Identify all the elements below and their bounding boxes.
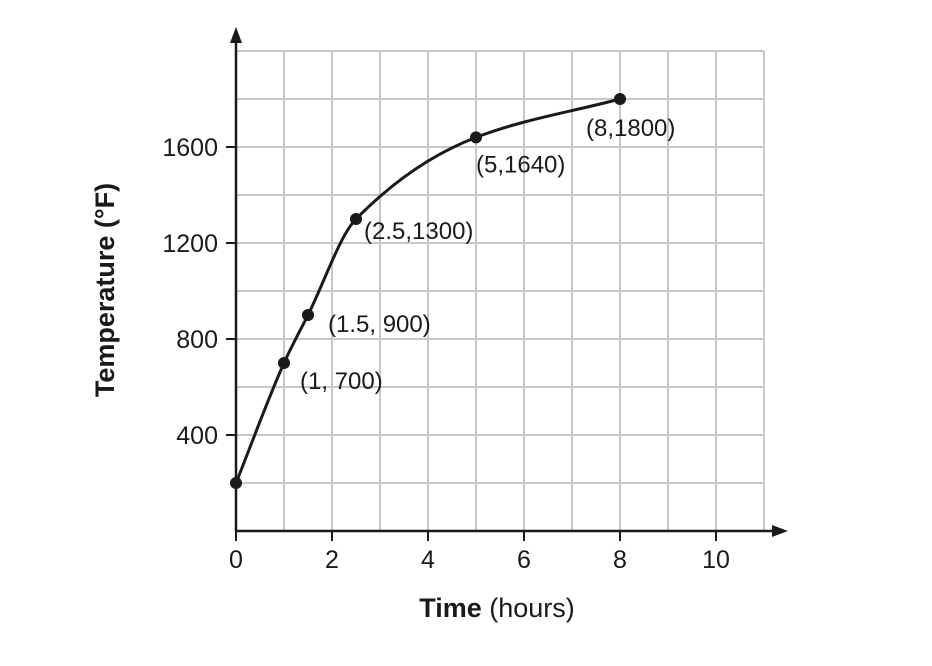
y-tick-label: 800 [176, 326, 218, 354]
x-axis-title-rest: (hours) [482, 593, 575, 623]
y-axis-title: Temperature (°F) [90, 183, 120, 397]
data-point [302, 309, 314, 321]
x-tick-label: 8 [613, 546, 627, 574]
data-point [278, 357, 290, 369]
data-points [230, 93, 626, 489]
temperature-curve [234, 97, 621, 484]
x-tick-label: 0 [229, 546, 243, 574]
y-tick-label: 1200 [162, 230, 218, 258]
grid [236, 50, 765, 531]
data-point-label: (1, 700) [300, 368, 383, 395]
x-tick-label: 4 [421, 546, 435, 574]
y-tick-label: 400 [176, 422, 218, 450]
data-point-label: (2.5,1300) [364, 218, 473, 245]
y-tick-label: 1600 [162, 134, 218, 162]
data-point [470, 131, 482, 144]
data-point-label: (5,1640) [476, 151, 565, 178]
axes [230, 27, 788, 537]
x-axis-arrowhead [772, 525, 788, 537]
x-axis-title-bold: Time [419, 593, 482, 623]
x-tick-label: 2 [325, 546, 339, 574]
data-point [614, 93, 626, 105]
x-axis-title: Time (hours) [419, 593, 575, 623]
data-point-label: (8,1800) [586, 115, 675, 142]
data-point [350, 213, 362, 225]
series [234, 97, 621, 484]
y-axis-arrowhead [230, 27, 242, 43]
data-point-label: (1.5, 900) [328, 311, 431, 338]
x-tick-label: 6 [517, 546, 531, 574]
point-labels: (1, 700) (1.5, 900) (2.5,1300) (5,1640) (8,1… [300, 115, 675, 395]
data-point [230, 477, 242, 489]
x-tick-label: 10 [702, 546, 730, 574]
tick-labels: 0 2 4 6 8 10 400 800 1200 1600 [162, 134, 730, 574]
